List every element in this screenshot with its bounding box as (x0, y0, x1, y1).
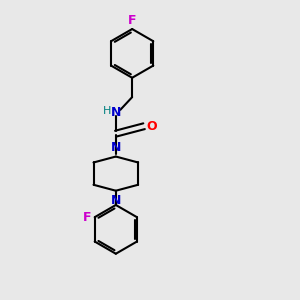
Text: F: F (128, 14, 136, 27)
Text: N: N (111, 141, 121, 154)
Text: H: H (103, 106, 112, 116)
Text: N: N (111, 106, 122, 119)
Text: N: N (111, 194, 121, 207)
Text: F: F (83, 211, 92, 224)
Text: O: O (146, 120, 157, 133)
